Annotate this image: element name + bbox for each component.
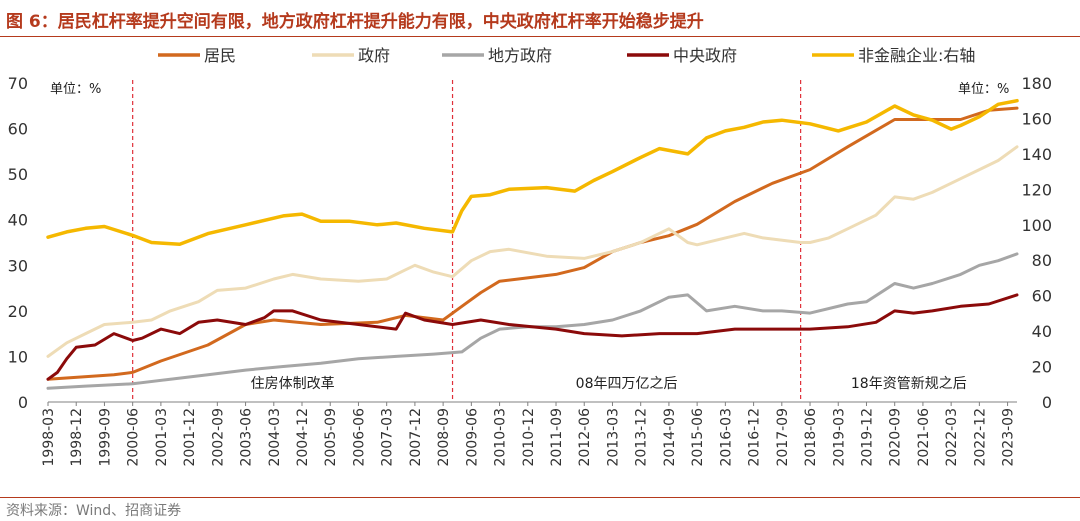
y-right-tick-label: 100 — [1021, 216, 1052, 235]
x-tick-label: 2018-06 — [803, 408, 819, 467]
right-unit-label: 单位：% — [958, 82, 1009, 97]
x-tick-label: 2012-06 — [577, 408, 593, 467]
era-label: 18年资管新规之后 — [851, 376, 967, 392]
x-tick-label: 2003-06 — [239, 408, 255, 467]
x-tick-label: 2020-09 — [888, 408, 904, 467]
series-lines — [46, 98, 1019, 390]
y-right-tick-label: 80 — [1032, 251, 1052, 270]
chart-labels: 单位：% 单位：% 住房体制改革 08年四万亿之后 18年资管新规之后 — [50, 82, 1009, 392]
x-tick-label: 2004-03 — [267, 408, 283, 467]
era-label: 住房体制改革 — [251, 376, 335, 392]
x-tick-label: 2001-12 — [182, 408, 198, 467]
series-line — [46, 98, 1019, 247]
y-left-tick-label: 20 — [8, 302, 28, 321]
y-right-tick-label: 20 — [1032, 358, 1052, 377]
y-right-tick-label: 60 — [1032, 287, 1052, 306]
x-tick-label: 2008-09 — [436, 408, 452, 467]
x-tick-label: 2015-06 — [690, 408, 706, 467]
legend-label: 居民 — [204, 46, 236, 65]
x-tick-label: 2013-12 — [634, 408, 650, 467]
y-left-tick-label: 0 — [18, 393, 28, 412]
series-line — [46, 106, 1019, 381]
x-tick-label: 2016-12 — [747, 408, 763, 467]
legend-label: 政府 — [358, 46, 390, 65]
era-dividers — [132, 80, 802, 402]
y-left-tick-label: 70 — [8, 74, 28, 93]
x-tick-label: 2007-12 — [408, 408, 424, 467]
x-tick-label: 2006-06 — [351, 408, 367, 467]
source-note: 资料来源：Wind、招商证券 — [6, 503, 182, 519]
x-tick-label: 2009-06 — [464, 408, 480, 467]
x-tick-label: 1999-09 — [97, 408, 113, 467]
x-tick-label: 2001-03 — [154, 408, 170, 467]
chart-title: 图 6：居民杠杆率提升空间有限，地方政府杠杆提升能力有限，中央政府杠杆率开始稳步… — [6, 12, 704, 32]
x-tick-label: 2005-09 — [323, 408, 339, 467]
x-tick-label: 2000-06 — [126, 408, 142, 467]
x-tick-label: 2019-12 — [859, 408, 875, 467]
x-tick-label: 2010-12 — [521, 408, 537, 467]
legend-label: 中央政府 — [673, 46, 737, 65]
y-left-tick-label: 40 — [8, 211, 28, 230]
y-right-tick-label: 180 — [1021, 74, 1052, 93]
x-tick-label: 2017-09 — [775, 408, 791, 467]
x-tick-label: 2004-12 — [295, 408, 311, 467]
x-tick-label: 2007-03 — [380, 408, 396, 467]
era-label: 08年四万亿之后 — [576, 376, 678, 392]
x-tick-label: 1998-12 — [69, 408, 85, 467]
x-tick-label: 2019-03 — [831, 408, 847, 467]
title-divider-line — [0, 36, 1080, 37]
series-line — [46, 252, 1019, 390]
x-tick-label: 2023-09 — [1001, 408, 1017, 467]
y-left-tick-label: 60 — [8, 120, 28, 139]
y-right-tick-label: 160 — [1021, 109, 1052, 128]
y-right-tick-label: 0 — [1042, 393, 1052, 412]
x-tick-label: 2016-03 — [718, 408, 734, 467]
legend-label: 地方政府 — [488, 46, 552, 65]
title-bar: 图 6：居民杠杆率提升空间有限，地方政府杠杆提升能力有限，中央政府杠杆率开始稳步… — [0, 0, 1080, 38]
x-tick-label: 2010-03 — [493, 408, 509, 467]
y-right-tick-label: 120 — [1021, 180, 1052, 199]
x-tick-label: 2011-09 — [549, 408, 565, 467]
series-line — [46, 293, 1019, 381]
series-line — [46, 145, 1019, 358]
legend-label: 非金融企业:右轴 — [858, 46, 975, 65]
x-tick-label: 2014-09 — [662, 408, 678, 467]
x-tick-label: 2022-12 — [972, 408, 988, 467]
y-left-tick-label: 50 — [8, 165, 28, 184]
x-tick-label: 2022-03 — [944, 408, 960, 467]
y-left-tick-label: 10 — [8, 347, 28, 366]
y-right-tick-label: 40 — [1032, 322, 1052, 341]
source-divider-line — [0, 497, 1080, 498]
legend: 居民 政府 地方政府 中央政府 非金融企业:右轴 — [158, 46, 975, 65]
chart: 0 10 20 30 40 50 60 70 0 20 40 60 80 100 120 140 160 180 1… — [8, 46, 1052, 467]
x-tick-label: 2021-06 — [916, 408, 932, 467]
y-left-tick-label: 30 — [8, 256, 28, 275]
x-tick-label: 2002-09 — [210, 408, 226, 467]
x-tick-label: 1998-03 — [41, 408, 57, 467]
chart-axes: 0 10 20 30 40 50 60 70 0 20 40 60 80 100 120 140 160 180 1… — [8, 74, 1052, 467]
left-unit-label: 单位：% — [50, 82, 101, 97]
y-right-tick-label: 140 — [1021, 145, 1052, 164]
x-tick-label: 2013-03 — [605, 408, 621, 467]
